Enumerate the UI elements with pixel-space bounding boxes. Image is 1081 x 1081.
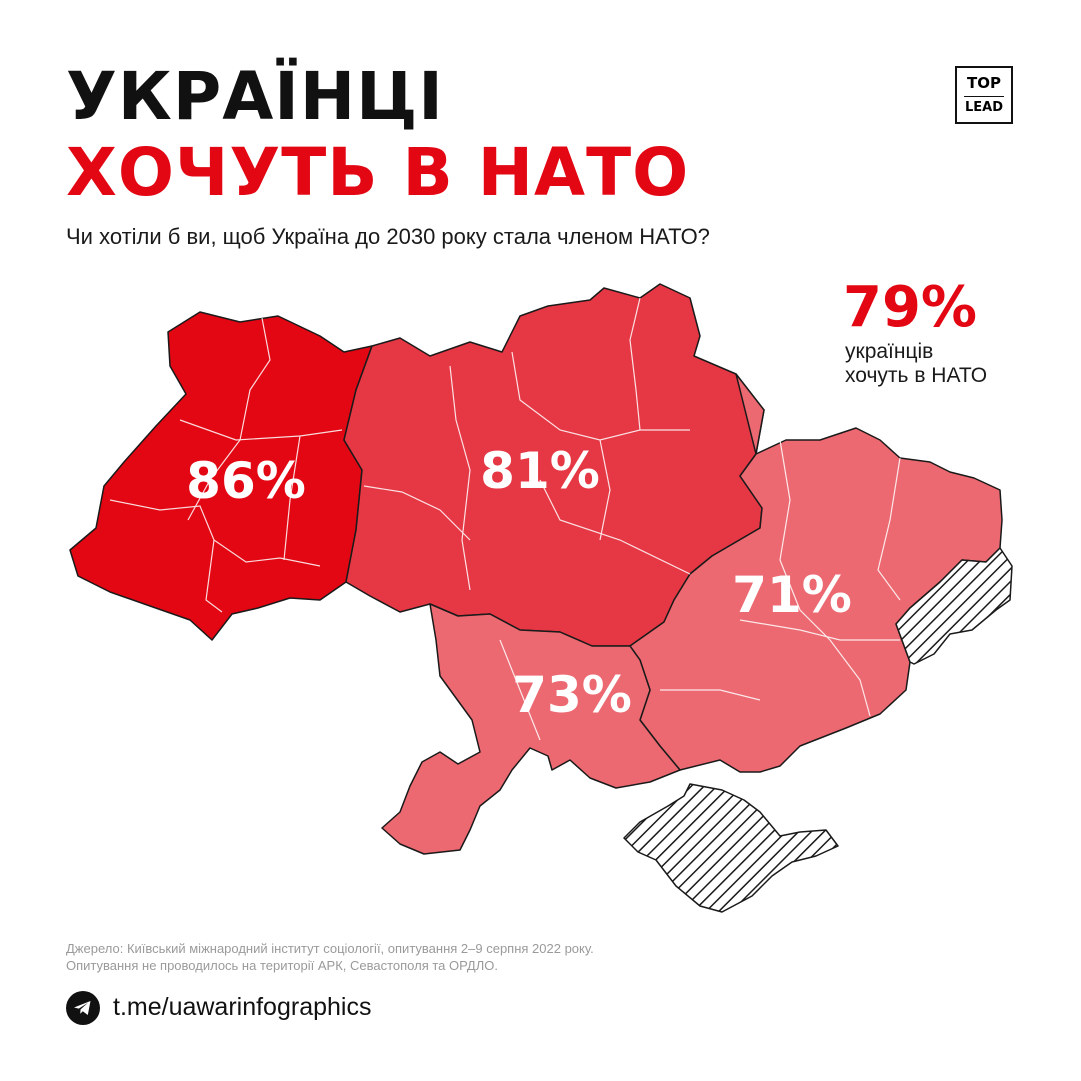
- oblast-borders: [109, 297, 901, 741]
- region-west: [69, 311, 373, 641]
- region-west-label: 86%: [186, 452, 306, 510]
- telegram-channel-link[interactable]: t.me/uawarinfographics: [113, 993, 372, 1021]
- source-line-2: Опитування не проводилось на території А…: [66, 958, 498, 973]
- region-south-label: 73%: [512, 666, 632, 724]
- source-note: Джерело: Київський міжнародний інститут …: [66, 940, 594, 974]
- national-percentage: 79%: [843, 275, 978, 340]
- source-line-1: Джерело: Київський міжнародний інститут …: [66, 941, 594, 956]
- title-line-1: УКРАЇНЦІ: [66, 58, 444, 135]
- national-caption: українців хочуть в НАТО: [845, 340, 987, 388]
- logo-divider: [964, 95, 1004, 98]
- occupied-crimea: [623, 783, 839, 913]
- region-east-label: 71%: [732, 566, 852, 624]
- telegram-icon: [66, 991, 100, 1025]
- region-center-label: 81%: [480, 442, 600, 500]
- toplead-logo: TOP LEAD: [955, 66, 1013, 124]
- national-caption-line-1: українців: [845, 340, 934, 363]
- national-caption-line-2: хочуть в НАТО: [845, 364, 988, 387]
- logo-top-text: TOP: [967, 73, 1001, 92]
- region-south: [381, 603, 681, 855]
- occupied-donbas: [895, 547, 1013, 665]
- title-line-2: ХОЧУТЬ В НАТО: [66, 134, 690, 211]
- survey-question: Чи хотіли б ви, щоб Україна до 2030 року…: [66, 224, 710, 249]
- logo-bottom-text: LEAD: [964, 100, 1004, 116]
